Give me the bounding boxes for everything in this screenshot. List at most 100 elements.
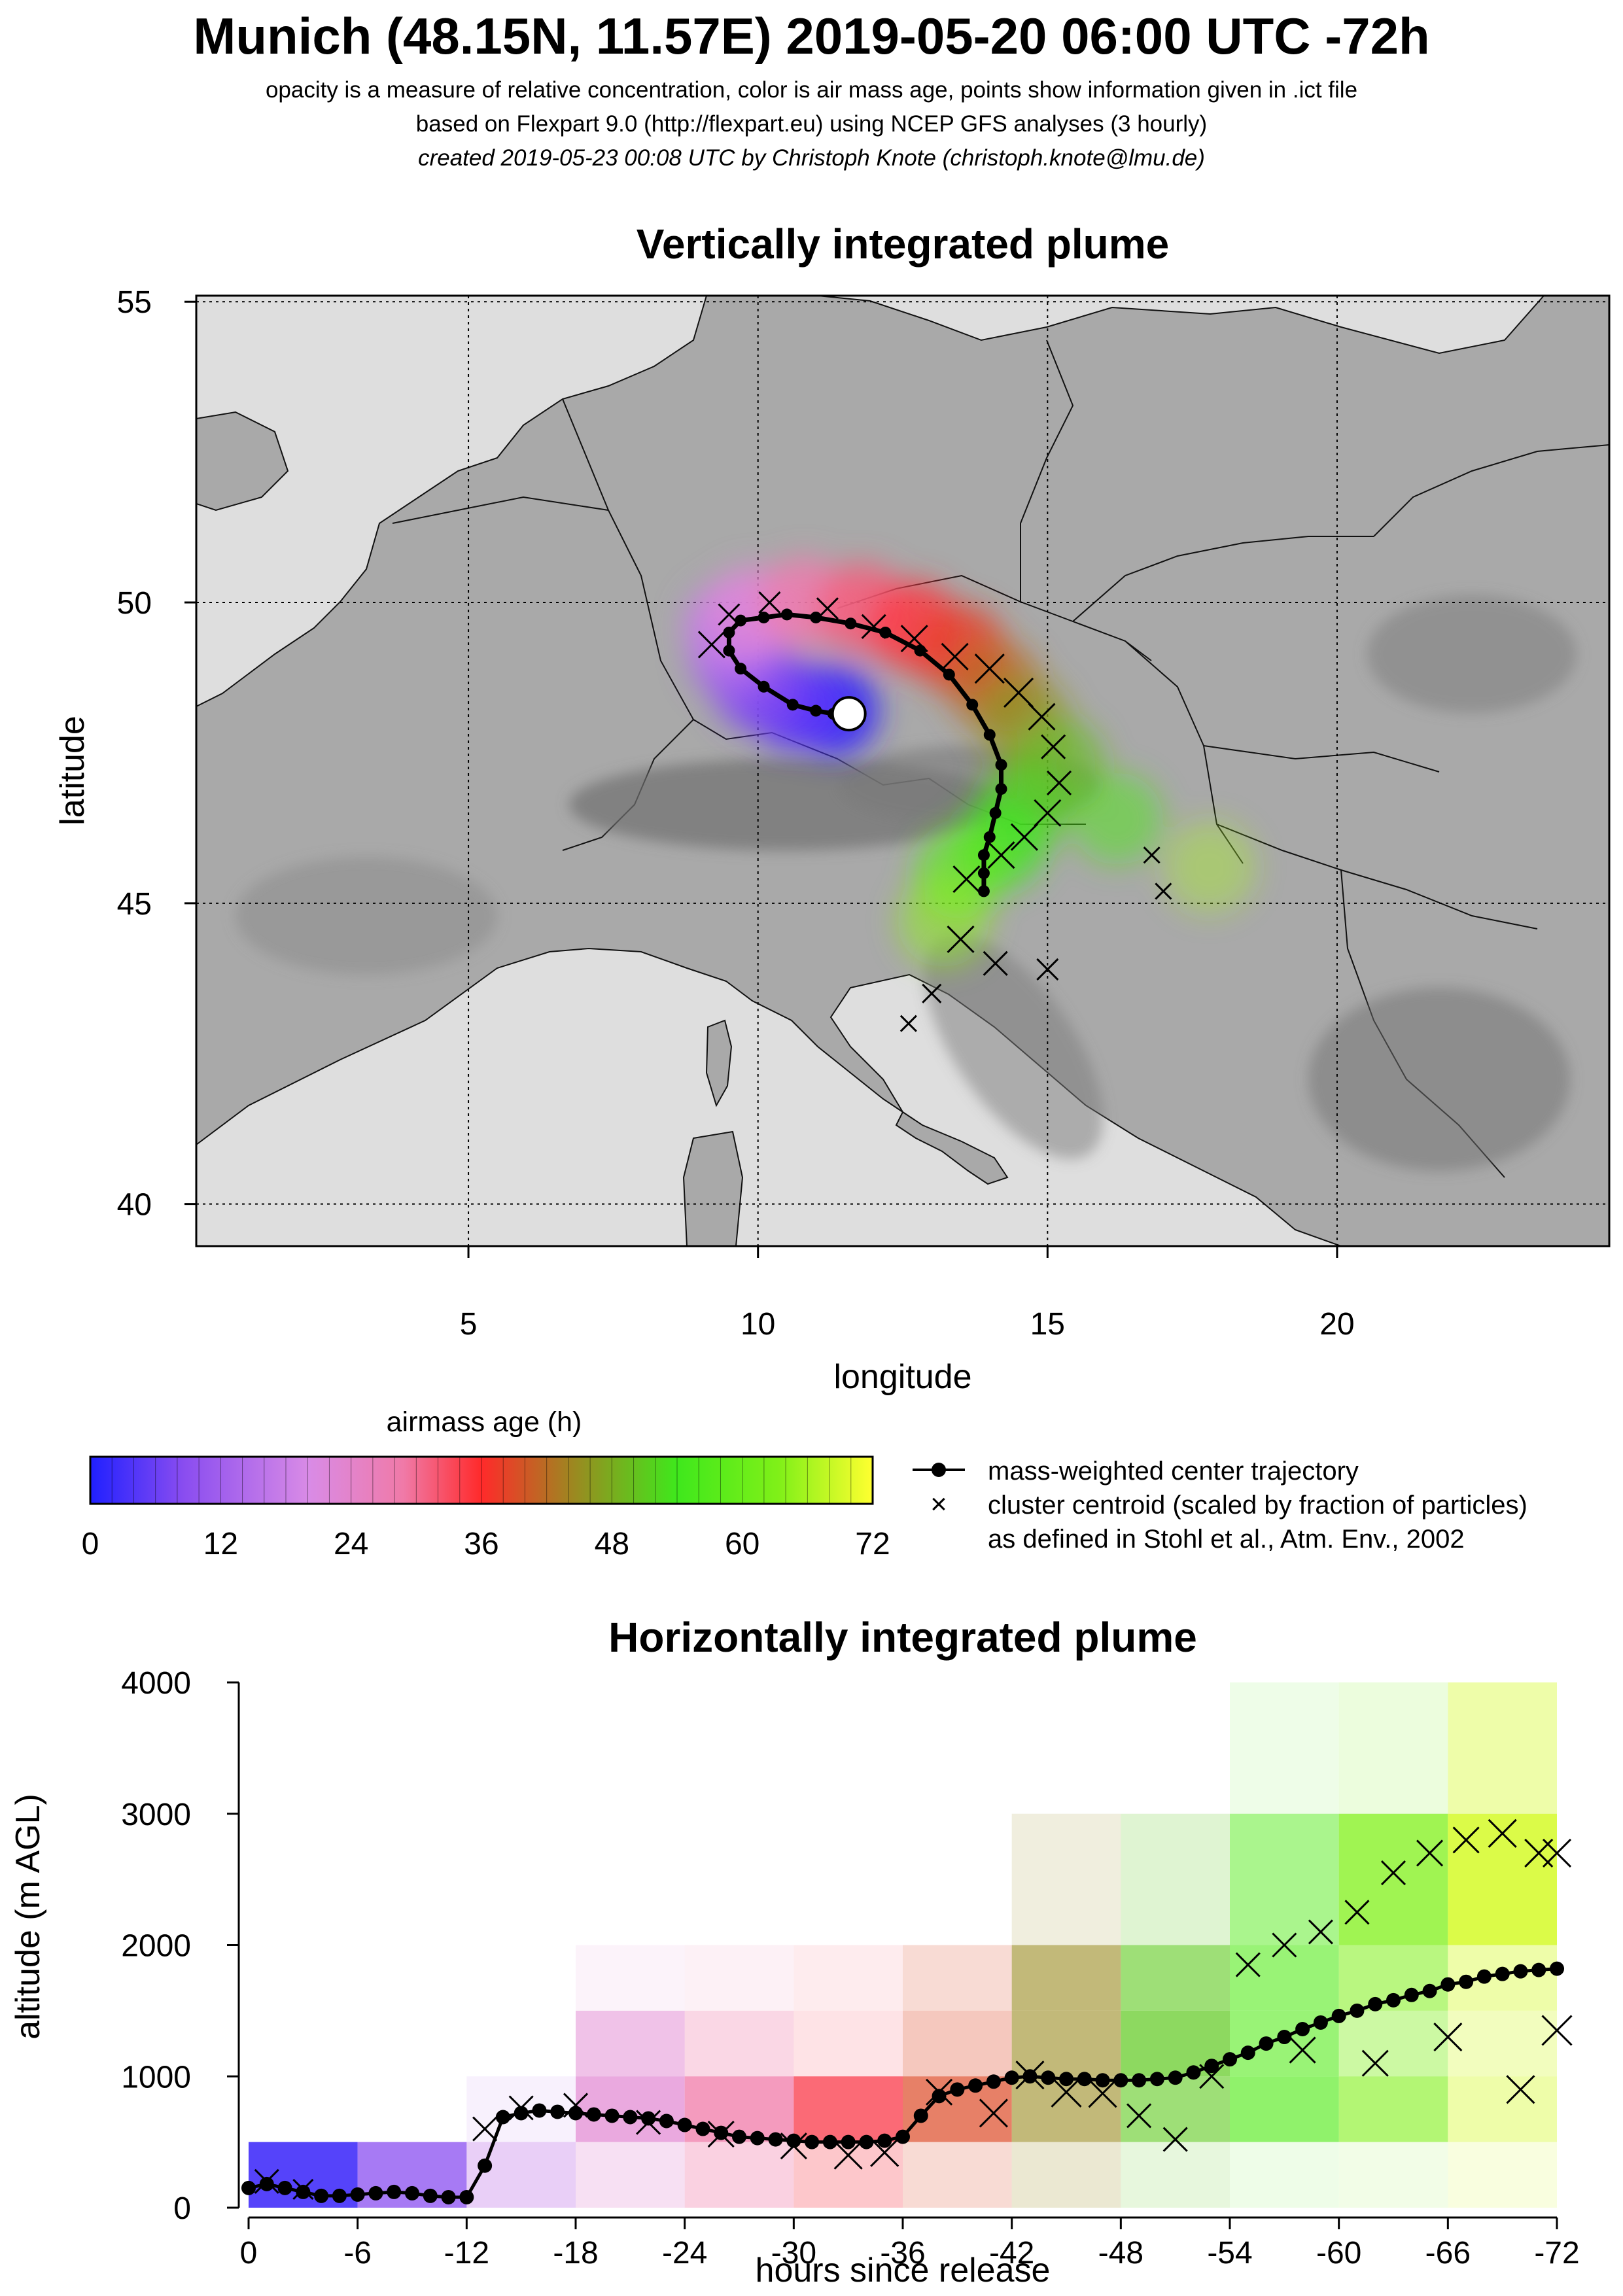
profile-cluster-marker [1015,2061,1045,2090]
map-title: Vertically integrated plume [637,220,1170,268]
profile-cluster-marker [508,2095,534,2121]
profile-trajectory-point [532,2103,547,2118]
figure-subtitle-1: opacity is a measure of relative concent… [265,77,1358,103]
profile-trajectory-point [387,2184,402,2199]
profile-xtick-label: -36 [880,2236,925,2270]
profile-cluster-marker [1162,2127,1188,2152]
map-island-sardinia [682,1130,744,1246]
profile-age-cell [1230,2142,1339,2208]
profile-cluster-marker [1488,1818,1517,1848]
profile-cluster-marker [1380,1860,1406,1886]
profile-trajectory-point [1004,2070,1019,2085]
profile-ytick-label: 3000 [121,1798,191,1832]
profile-trajectory-point [677,2117,692,2132]
profile-trajectory-point [1440,1977,1456,1992]
profile-xtick-label: -42 [989,2236,1034,2270]
map-cluster-centroids [697,591,1172,1032]
profile-age-cell [576,1945,685,2011]
profile-trajectory-point [1113,2073,1128,2088]
profile-age-cell [576,2142,685,2208]
map-cluster-marker [1034,799,1062,827]
profile-trajectory-point [259,2176,274,2191]
profile-trajectory-point [986,2074,1001,2089]
profile-age-cell [1448,2142,1557,2208]
profile-trajectory-point [1295,2021,1310,2036]
profile-trajectory-point [1059,2072,1073,2087]
profile-age-cell [903,2142,1012,2208]
profile-trajectory-point [1531,1962,1546,1977]
profile-trajectory-point [932,2089,947,2104]
map-trajectory-point [786,699,799,711]
profile-trajectory-point [896,2129,910,2144]
profile-age-cell [576,2010,685,2077]
map-trajectory-point [780,608,793,621]
profile-cluster-marker [780,2132,807,2160]
colorbar-tick-label: 48 [595,1527,629,1561]
map-xtick-label: 5 [460,1307,478,1342]
profile-trajectory-point [1277,2030,1292,2045]
profile-trajectory-point [423,2188,438,2203]
map-trajectory-point [810,611,822,623]
profile-trajectory-point [1368,1996,1383,2011]
map-cluster-marker [983,950,1008,976]
colorbar [89,1455,874,1505]
map-trajectory-point [983,831,996,843]
profile-trajectory-point [441,2189,456,2204]
profile-trajectory-point [604,2108,620,2123]
profile-age-cell [1121,1813,1230,1945]
profile-cluster-marker [1452,1826,1480,1854]
profile-age-cell [1011,2142,1121,2208]
profile-xtick-label: -18 [553,2236,598,2270]
profile-cluster-marker [1541,2015,1573,2046]
map-cluster-marker [1143,846,1161,864]
profile-trajectory-point [1223,2052,1237,2067]
profile-age-bins [249,1682,1557,2208]
profile-age-cell [1338,1682,1448,1814]
profile-trajectory-point [550,2104,565,2119]
legend-label-trajectory: mass-weighted center trajectory [988,1457,1359,1486]
profile-trajectory-point [732,2129,746,2144]
profile-xtick-label: -12 [444,2236,489,2270]
map-ytick-label: 55 [117,285,152,320]
profile-trajectory-point [1168,2070,1183,2085]
map-ytick-label: 40 [117,1188,152,1223]
profile-age-cell [903,2010,1012,2077]
profile-trajectory-point [1350,2003,1365,2018]
profile-trajectory-point [277,2180,292,2195]
profile-trajectory-point [695,2121,710,2136]
map-cluster-marker [861,614,886,639]
profile-xtick-label: 0 [240,2236,258,2270]
profile-cluster-marker [472,2116,498,2142]
profile-trajectory-point [1313,2015,1328,2030]
map-cluster-marker [941,642,969,670]
colorbar-segments [90,1457,873,1504]
profile-age-cell [684,1945,794,2011]
profile-xtick-label: -48 [1098,2236,1143,2270]
profile-ytick-label: 0 [173,2191,191,2226]
profile-trajectory-point [1476,1969,1492,1984]
profile-age-cell [794,1945,903,2011]
profile-age-cell [1448,2010,1557,2077]
legend-cross-symbol: × [930,1488,947,1520]
profile-trajectory-point [1132,2073,1147,2088]
profile-cluster-marker [1051,2076,1082,2108]
map-trajectory-point [995,783,1007,795]
colorbar-tick-label: 24 [334,1527,368,1561]
map-cluster-marker [1036,958,1059,981]
plume-blob [1164,821,1256,913]
profile-age-cell [1121,2142,1230,2208]
map-cluster-marker [1155,882,1172,900]
map-trajectory-point [914,644,926,657]
legend-label-cluster: cluster centroid (scaled by fraction of … [988,1491,1527,1520]
profile-age-cell [1338,1813,1448,1945]
colorbar-tick-label: 36 [464,1527,498,1561]
plume-blob [1071,773,1163,865]
profile-ytick-label: 1000 [121,2060,191,2095]
colorbar-tick-label: 0 [82,1527,99,1561]
profile-trajectory-point [805,2134,820,2149]
profile-ytick-label: 2000 [121,1929,191,1964]
profile-trajectory-point [841,2134,856,2149]
profile-trajectory-point [568,2106,583,2121]
map-trajectory-point [735,663,747,675]
